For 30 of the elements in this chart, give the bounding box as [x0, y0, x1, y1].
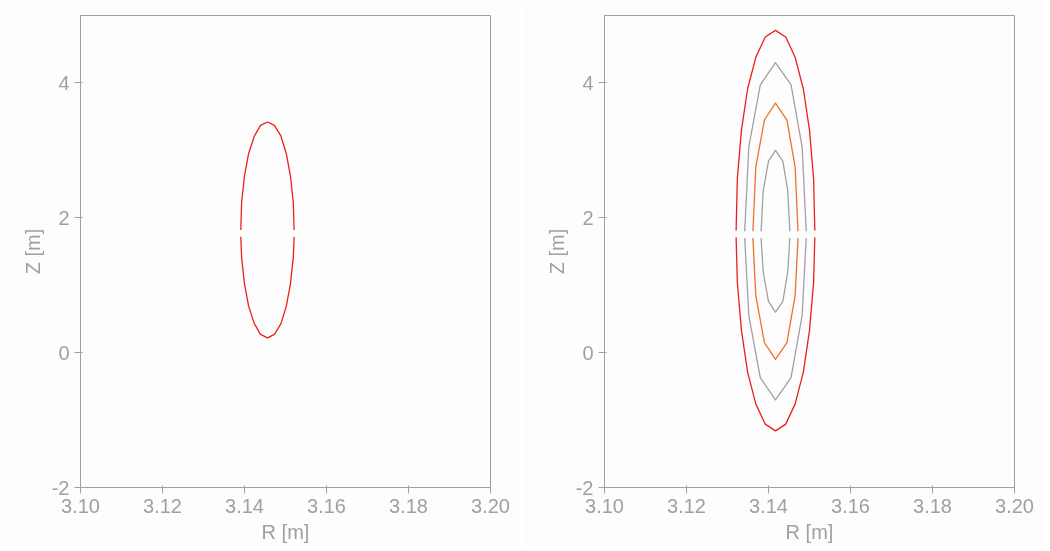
line-series: [240, 121, 295, 231]
y-tick-label: 4: [582, 71, 594, 94]
x-tick-label: 3.14: [225, 494, 264, 517]
line-series: [735, 29, 816, 232]
line-series: [760, 237, 791, 313]
x-tick-label: 3.16: [831, 494, 870, 517]
x-tick-label: 3.12: [143, 494, 182, 517]
x-tick-label: 3.18: [389, 494, 428, 517]
y-tick-label: 4: [58, 71, 70, 94]
line-series: [752, 102, 799, 232]
y-axis-title: Z [m]: [545, 228, 568, 275]
x-tick-label: 3.20: [471, 494, 510, 517]
x-tick-label: 3.12: [667, 494, 706, 517]
x-tick-label: 3.16: [307, 494, 346, 517]
y-tick-label: 0: [58, 341, 70, 364]
line-series: [752, 237, 799, 361]
y-tick-label: 0: [582, 341, 594, 364]
line-series: [240, 236, 295, 339]
y-tick-label: 2: [582, 206, 594, 229]
x-tick-label: 3.18: [913, 494, 952, 517]
line-series: [744, 62, 807, 232]
line-series: [735, 236, 816, 432]
y-axis-title: Z [m]: [21, 228, 44, 275]
line-series: [744, 237, 807, 401]
x-tick-label: 3.20: [995, 494, 1034, 517]
line-series: [760, 149, 791, 232]
x-tick-label: 3.14: [749, 494, 788, 517]
x-axis-title: R [m]: [261, 520, 310, 543]
y-tick-label: 2: [58, 206, 70, 229]
x-axis-title: R [m]: [785, 520, 834, 543]
